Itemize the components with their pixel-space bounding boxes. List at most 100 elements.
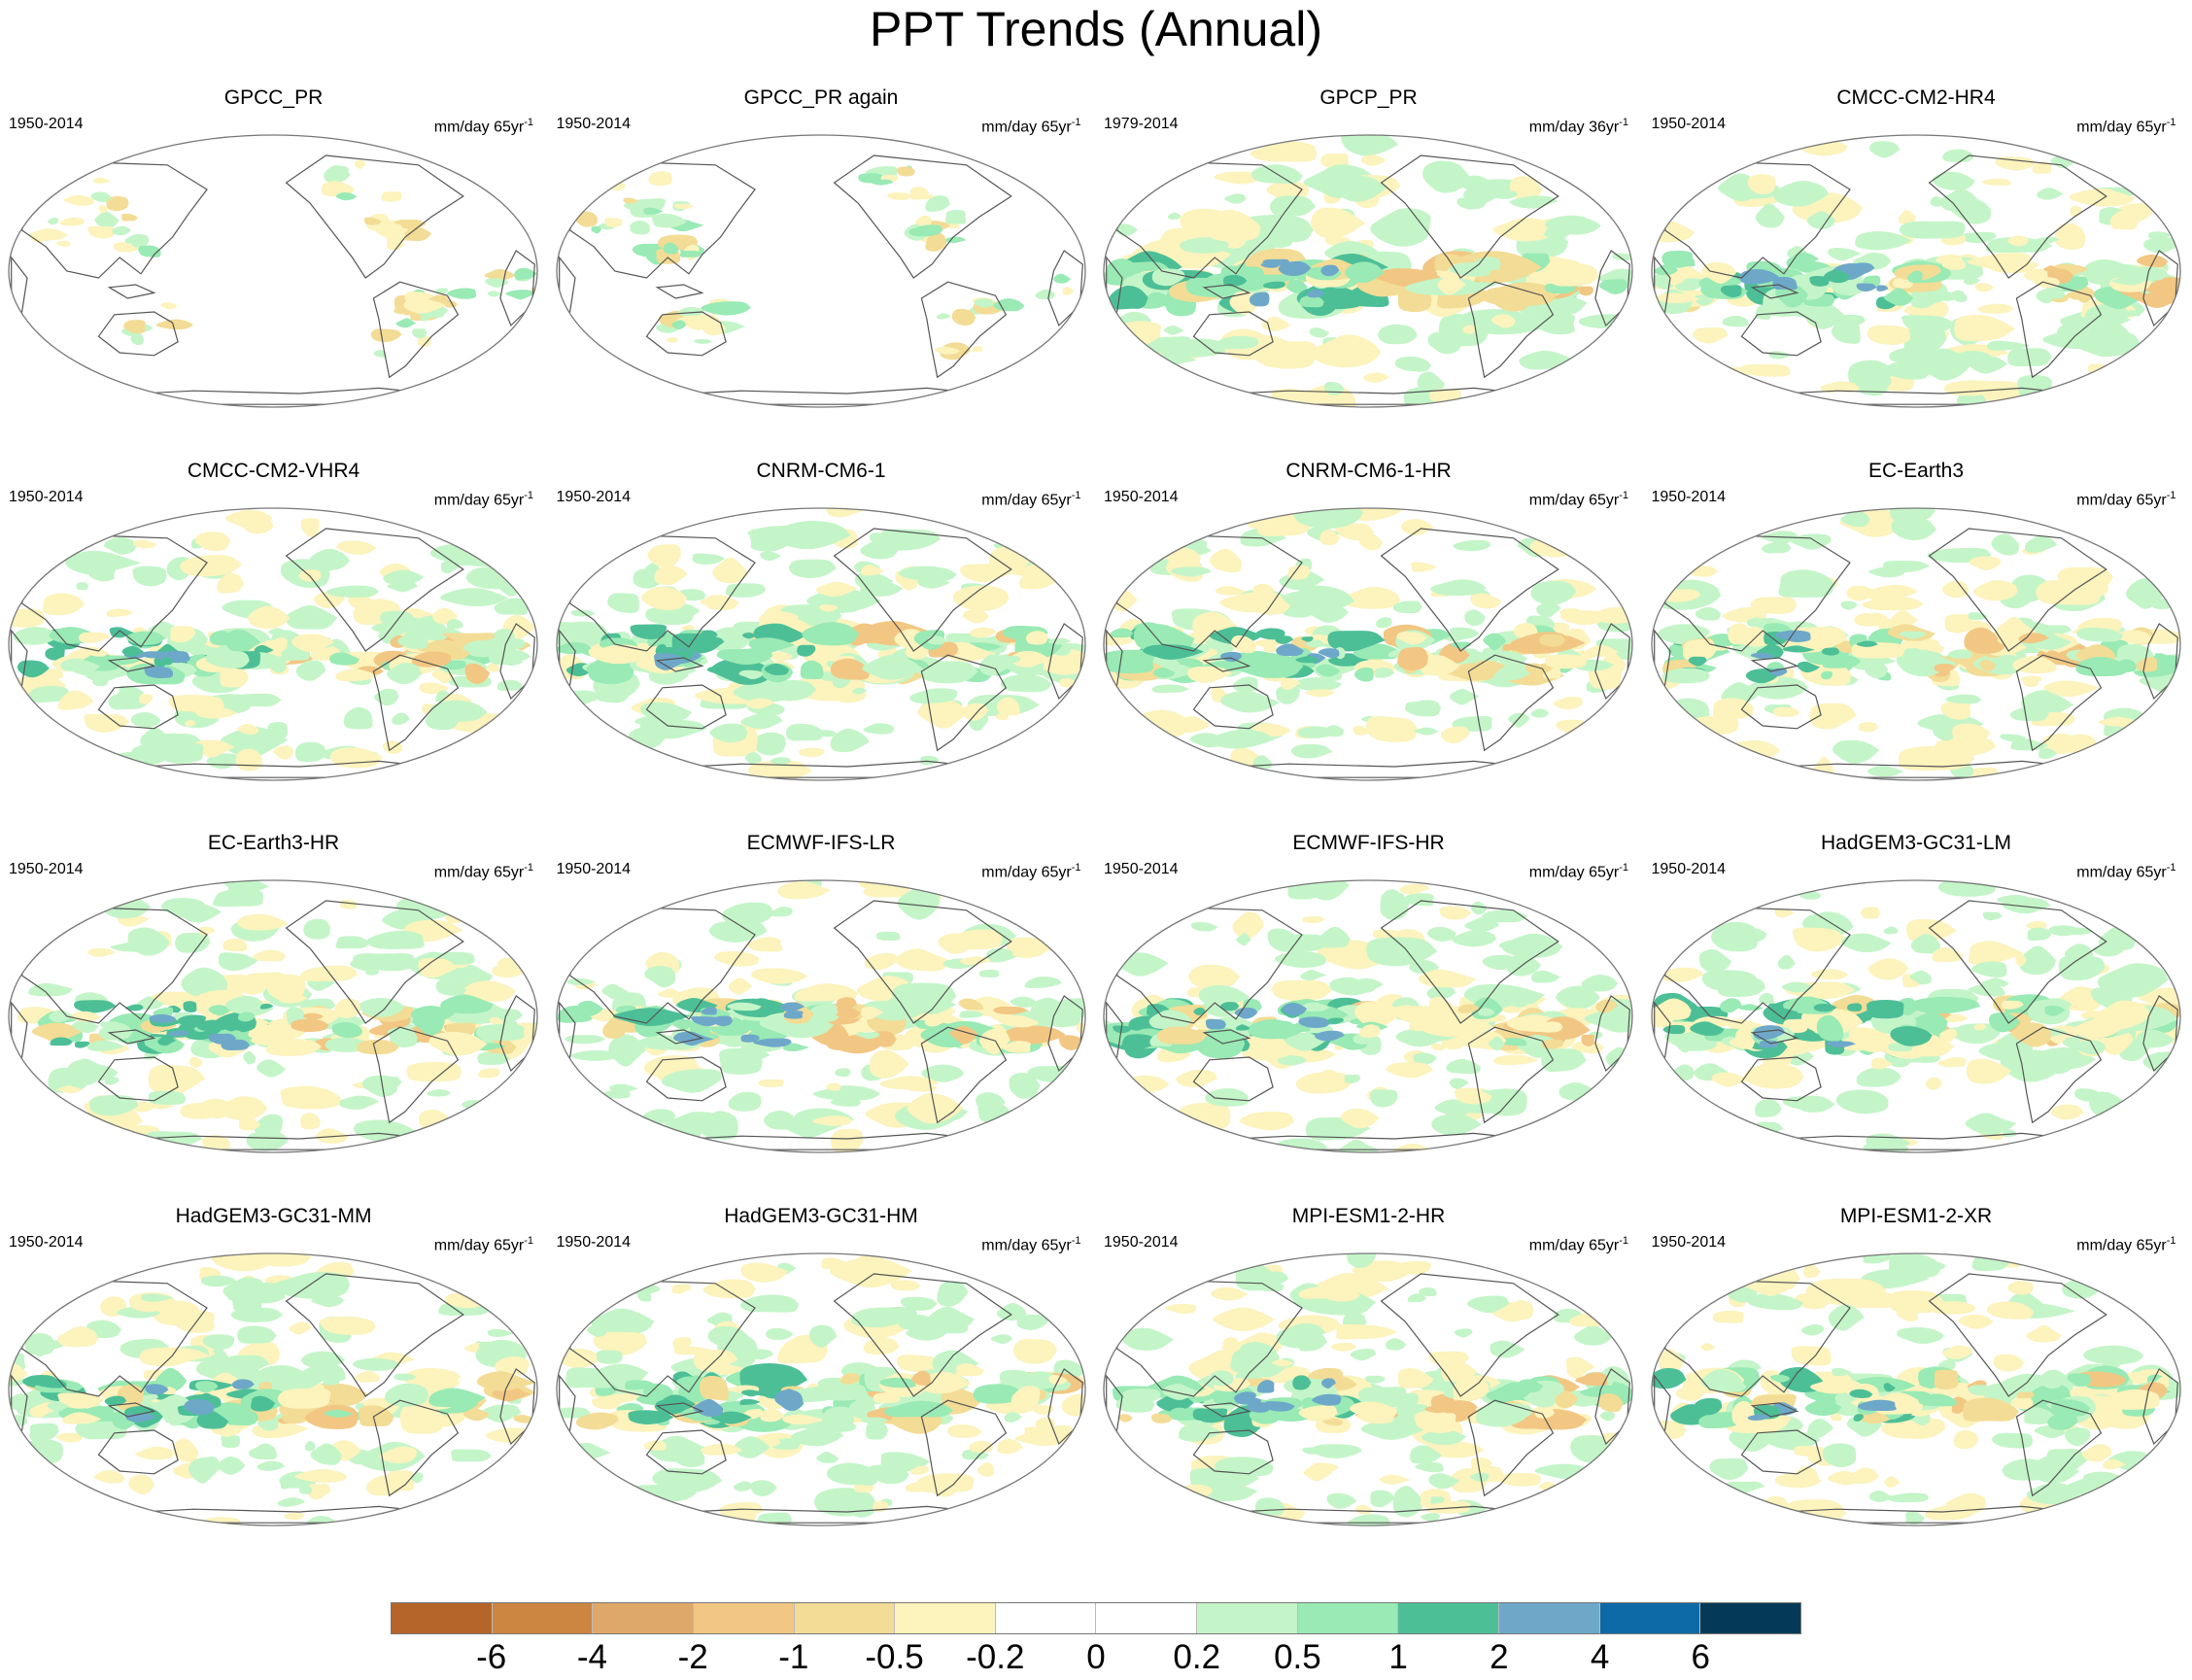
trend-contour [783, 1011, 804, 1019]
trend-contour [2098, 926, 2136, 951]
trend-contour [1866, 999, 1904, 1019]
trend-contour [412, 328, 428, 339]
trend-contour [898, 566, 957, 581]
trend-contour [365, 963, 380, 976]
trend-contour [958, 1011, 983, 1018]
trend-contour [1376, 616, 1392, 628]
trend-contour [790, 1425, 843, 1446]
map-border [1103, 1251, 1633, 1526]
trend-contour [514, 267, 537, 280]
trend-contour [185, 719, 196, 726]
units-text: mm/day 65yr [2076, 1236, 2167, 1253]
trend-contour [1205, 1088, 1249, 1107]
trend-contour [627, 1409, 674, 1424]
map-projection [1103, 879, 1633, 1153]
trend-contour [663, 242, 678, 255]
trend-contour [1565, 1356, 1595, 1379]
colorbar-box [895, 1603, 996, 1633]
trend-contour [1236, 933, 1251, 946]
trend-contour [591, 1396, 621, 1409]
trend-contour [211, 1425, 242, 1437]
units-exponent: -1 [1619, 117, 1628, 128]
trend-contour [1886, 1492, 1929, 1502]
units-exponent: -1 [1071, 117, 1081, 128]
trend-contour [223, 938, 248, 952]
trend-contour [1360, 154, 1387, 166]
colorbar-box [1700, 1603, 1800, 1633]
panel-title: GPCC_PR [223, 86, 324, 109]
trend-contour [2001, 1000, 2024, 1010]
trend-contour [2064, 1426, 2090, 1446]
trend-contour [251, 1395, 276, 1412]
trend-contour [702, 1278, 756, 1298]
trend-contour [1104, 649, 1155, 673]
trend-contour [29, 1405, 50, 1418]
coastline [107, 656, 156, 672]
trend-contour [1689, 1021, 1725, 1036]
units-exponent: -1 [1619, 489, 1628, 501]
trend-contour [76, 581, 88, 590]
trend-contour [65, 550, 141, 575]
trend-contour [1170, 566, 1212, 577]
coastline [1750, 656, 1799, 672]
trend-contour [1312, 1393, 1342, 1406]
trend-contour [1747, 1414, 1769, 1421]
trend-contour [254, 644, 274, 654]
trend-contour [1792, 927, 1845, 952]
trend-contour [1971, 1252, 2009, 1271]
trend-contour [1994, 156, 2037, 171]
trend-contour [47, 217, 59, 224]
trend-contour [202, 1333, 235, 1350]
map-border [1103, 134, 1633, 408]
coastline [1928, 1272, 2107, 1397]
trend-contour [1060, 1392, 1085, 1416]
trend-contour [1434, 1099, 1473, 1116]
trend-contour [2032, 161, 2052, 174]
trend-contour [826, 1462, 878, 1485]
trend-contour [973, 1383, 1021, 1404]
trend-contour [418, 958, 458, 978]
coastline [1202, 1029, 1251, 1045]
trend-contour [1010, 996, 1036, 1008]
trend-contour [1240, 1111, 1295, 1131]
coastline [2141, 995, 2178, 1073]
trend-contour [1274, 950, 1327, 969]
trend-contour [602, 1090, 631, 1099]
trend-contour [699, 1375, 729, 1401]
trend-contour [505, 290, 534, 300]
trend-contour [1372, 929, 1401, 941]
trend-contour [104, 1395, 127, 1406]
trend-contour [1136, 709, 1191, 737]
panel-title: HadGEM3-GC31-HM [724, 1204, 918, 1227]
coastline [2015, 654, 2102, 751]
map-border [1650, 506, 2181, 781]
trend-contour [1816, 1014, 1843, 1042]
trend-contour [2082, 1345, 2143, 1364]
trend-contour [1205, 1018, 1226, 1030]
trend-contour [87, 947, 117, 957]
coastline [285, 527, 464, 652]
trend-contour [575, 1412, 618, 1429]
trend-contour [55, 240, 71, 247]
trend-contour [1586, 644, 1620, 657]
trend-contour [924, 195, 950, 212]
trend-contour [1575, 1371, 1608, 1386]
trend-contour [1235, 1024, 1250, 1031]
trend-contour [1440, 1399, 1479, 1413]
trend-contour [1219, 591, 1284, 612]
trend-contour [767, 651, 793, 661]
trend-contour [331, 1022, 362, 1039]
coastline [499, 995, 535, 1073]
trend-contour [291, 634, 335, 652]
trend-contour [242, 517, 274, 533]
trend-contour [1335, 175, 1387, 202]
trend-contour [412, 1008, 445, 1036]
trend-contour [1417, 268, 1438, 278]
trend-contour [2049, 154, 2078, 169]
trend-contour [962, 608, 989, 623]
trend-contour [72, 1019, 99, 1034]
trend-contour [1830, 1412, 1842, 1421]
trend-contour [28, 228, 69, 241]
trend-contour [653, 652, 687, 670]
panel-period: 1950-2014 [556, 116, 632, 132]
